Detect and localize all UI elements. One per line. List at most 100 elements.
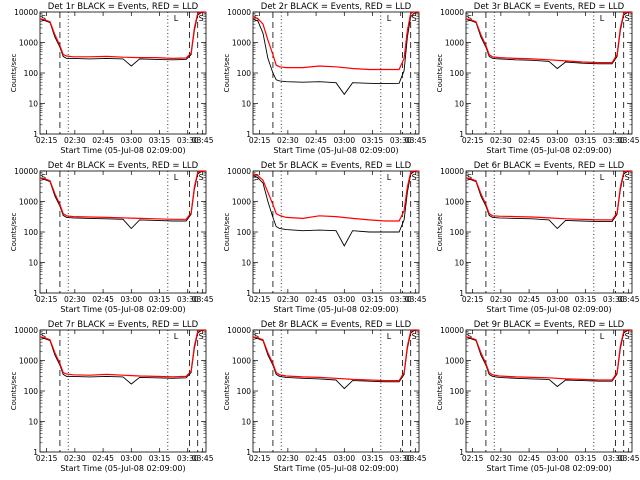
segment-marker-l: L: [600, 173, 605, 182]
x-tick-label: 02:45: [92, 295, 114, 304]
plot-frame: [465, 11, 633, 135]
x-tick-label: 03:30: [390, 295, 412, 304]
series-lld-line: [39, 170, 206, 220]
x-tick-label: 02:15: [36, 454, 58, 463]
segment-marker-l: L: [387, 173, 392, 182]
x-tick-label: 03:45: [618, 295, 640, 304]
y-tick-label: 100: [450, 69, 465, 78]
panel-title: Det 4r BLACK = Events, RED = LLD: [48, 161, 199, 171]
panel-det-2: Det 2r BLACK = Events, RED = LLD 1 10 100 10…: [223, 2, 427, 155]
x-tick-label: 03:15: [149, 136, 171, 145]
x-tick-label: 02:15: [36, 295, 58, 304]
y-tick-label: 1: [459, 130, 464, 139]
x-tick-label: 02:15: [249, 295, 271, 304]
x-tick-label: 02:15: [462, 136, 484, 145]
y-tick-label: 10: [454, 100, 464, 109]
y-tick-label: 10000: [227, 8, 251, 17]
panel-title: Det 3r BLACK = Events, RED = LLD: [474, 2, 625, 12]
y-tick-label: 10000: [440, 167, 464, 176]
y-tick-label: 1: [33, 130, 38, 139]
x-tick-label: 03:15: [149, 295, 171, 304]
series-lld-line: [465, 11, 632, 64]
y-axis-label: Counts/sec: [223, 54, 231, 93]
x-tick-label: 02:45: [518, 136, 540, 145]
y-tick-label: 1: [246, 130, 251, 139]
x-axis-label: Start Time (05-Jul-08 02:09:00): [60, 146, 185, 155]
panel-title: Det 9r BLACK = Events, RED = LLD: [474, 320, 625, 330]
y-tick-label: 10000: [14, 8, 38, 17]
y-tick-label: 10000: [440, 8, 464, 17]
plot-frame: [465, 170, 633, 294]
y-tick-label: 10: [454, 259, 464, 268]
segment-marker-s: S: [625, 14, 630, 23]
y-tick-label: 1000: [232, 357, 251, 366]
x-tick-label: 02:45: [518, 454, 540, 463]
series-events-line: [252, 11, 420, 96]
x-tick-label: 03:00: [333, 295, 355, 304]
y-tick-label: 1: [459, 448, 464, 457]
series-lld-line: [252, 329, 419, 382]
y-axis-label: Counts/sec: [223, 372, 231, 411]
x-tick-label: 03:30: [390, 454, 412, 463]
y-tick-label: 10: [241, 259, 251, 268]
plot-frame: [252, 329, 420, 453]
x-tick-label: 03:45: [405, 454, 427, 463]
panel-det-6: Det 6r BLACK = Events, RED = LLD 1 10 100 10…: [436, 161, 640, 314]
panel-det-9: Det 9r BLACK = Events, RED = LLD 1 10 100 10…: [436, 320, 640, 473]
y-tick-label: 1000: [232, 198, 251, 207]
series-events-line: [252, 170, 420, 247]
y-tick-label: 100: [237, 69, 252, 78]
x-tick-label: 02:15: [249, 454, 271, 463]
panel-det-8: Det 8r BLACK = Events, RED = LLD 1 10 100 10…: [223, 320, 427, 473]
x-tick-label: 02:30: [490, 295, 512, 304]
segment-marker-l: L: [600, 332, 605, 341]
series-events-line: [252, 329, 420, 390]
x-tick-label: 03:30: [177, 295, 199, 304]
x-tick-label: 03:15: [575, 136, 597, 145]
y-tick-label: 100: [24, 387, 39, 396]
segment-marker-l: L: [174, 14, 179, 23]
plot-frame: [39, 11, 207, 135]
x-tick-label: 03:30: [603, 295, 625, 304]
y-tick-label: 10: [241, 100, 251, 109]
y-axis-label: Counts/sec: [10, 213, 18, 252]
x-axis-label: Start Time (05-Jul-08 02:09:00): [60, 305, 185, 314]
panel-title: Det 8r BLACK = Events, RED = LLD: [261, 320, 412, 330]
x-tick-label: 02:30: [277, 295, 299, 304]
x-axis-label: Start Time (05-Jul-08 02:09:00): [60, 464, 185, 473]
y-tick-label: 10000: [227, 326, 251, 335]
series-lld-line: [465, 329, 632, 381]
x-tick-label: 02:45: [305, 295, 327, 304]
y-tick-label: 10000: [227, 167, 251, 176]
x-tick-label: 03:45: [192, 295, 214, 304]
y-tick-label: 1000: [445, 357, 464, 366]
x-tick-label: 03:15: [149, 454, 171, 463]
y-axis-label: Counts/sec: [10, 54, 18, 93]
x-tick-label: 03:30: [177, 136, 199, 145]
x-tick-label: 02:15: [36, 136, 58, 145]
segment-marker-s: S: [412, 173, 417, 182]
x-tick-label: 03:00: [333, 136, 355, 145]
x-tick-label: 03:00: [120, 454, 142, 463]
y-tick-label: 1000: [19, 39, 38, 48]
panel-det-5: Det 5r BLACK = Events, RED = LLD 1 10 100 10…: [223, 161, 427, 314]
x-tick-label: 03:00: [333, 454, 355, 463]
panel-det-4: Det 4r BLACK = Events, RED = LLD 1 10 100 10…: [10, 161, 214, 314]
segment-marker-s: S: [625, 332, 630, 341]
y-tick-label: 1000: [19, 198, 38, 207]
x-tick-label: 03:00: [546, 136, 568, 145]
x-tick-label: 03:45: [192, 136, 214, 145]
x-tick-label: 03:45: [192, 454, 214, 463]
x-tick-label: 02:30: [277, 454, 299, 463]
plot-frame: [465, 329, 633, 453]
segment-marker-s: S: [467, 14, 472, 23]
y-tick-label: 100: [237, 228, 252, 237]
x-axis-label: Start Time (05-Jul-08 02:09:00): [273, 305, 398, 314]
x-tick-label: 03:30: [177, 454, 199, 463]
y-axis-label: Counts/sec: [436, 54, 444, 93]
x-tick-label: 03:15: [575, 454, 597, 463]
segment-marker-l: L: [174, 332, 179, 341]
panel-det-3: Det 3r BLACK = Events, RED = LLD 1 10 100 10…: [436, 2, 640, 155]
y-tick-label: 1: [33, 448, 38, 457]
